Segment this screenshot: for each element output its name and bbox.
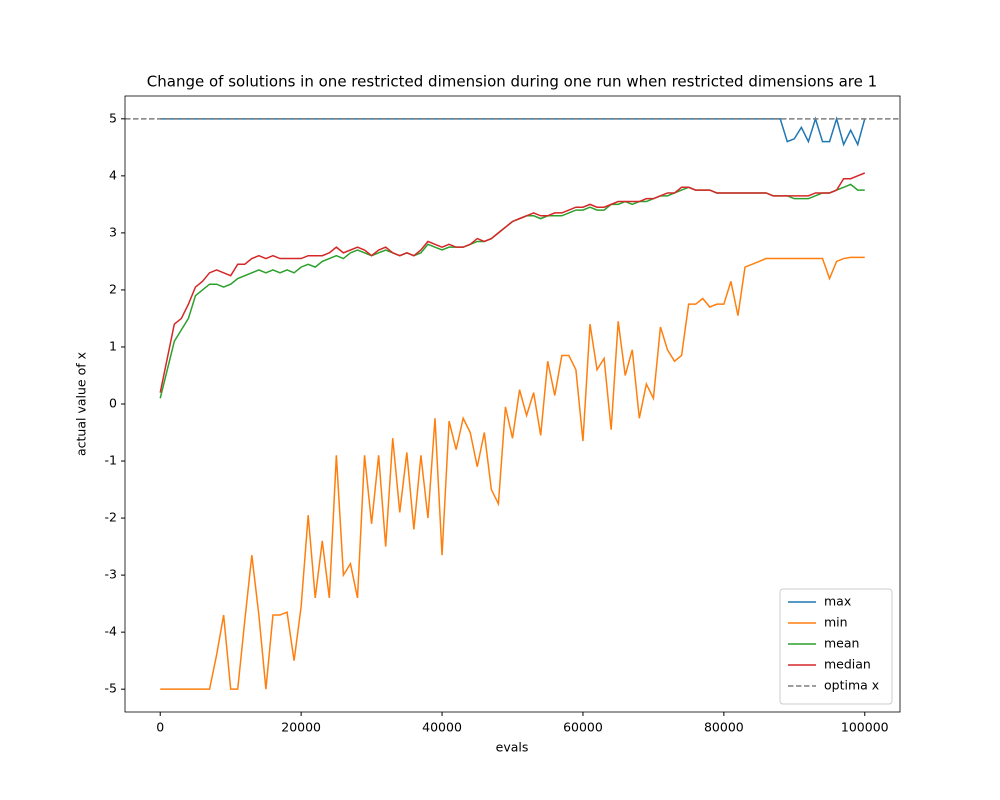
x-tick-label: 80000 — [704, 720, 744, 735]
x-tick-label: 40000 — [422, 720, 462, 735]
y-tick-label: 3 — [109, 224, 117, 239]
legend-label: max — [824, 594, 851, 609]
legend-label: mean — [824, 636, 859, 651]
chart-title: Change of solutions in one restricted di… — [147, 73, 877, 91]
y-tick-label: 2 — [109, 281, 117, 296]
legend-box — [779, 588, 893, 705]
x-tick-label: 20000 — [281, 720, 321, 735]
legend-label: optima x — [824, 678, 879, 693]
x-axis-label: evals — [496, 740, 529, 755]
series-line — [160, 256, 865, 690]
x-tick-label: 0 — [156, 720, 164, 735]
plot-frame — [124, 95, 901, 713]
y-tick-label: 4 — [109, 167, 117, 182]
y-tick-label: -3 — [105, 567, 117, 582]
y-tick-label: -4 — [105, 624, 118, 639]
y-tick-label: 0 — [109, 396, 117, 411]
y-axis-label: actual value of x — [74, 352, 89, 456]
y-tick-label: 5 — [109, 110, 117, 125]
y-tick-label: -1 — [105, 453, 117, 468]
y-tick-label: -2 — [105, 510, 117, 525]
legend-label: median — [824, 657, 871, 672]
series-line — [159, 172, 866, 393]
x-tick-label: 100000 — [841, 720, 889, 735]
y-tick-label: 1 — [109, 338, 117, 353]
x-tick-label: 60000 — [563, 720, 603, 735]
legend-label: min — [824, 615, 848, 630]
y-tick-label: -5 — [105, 681, 117, 696]
